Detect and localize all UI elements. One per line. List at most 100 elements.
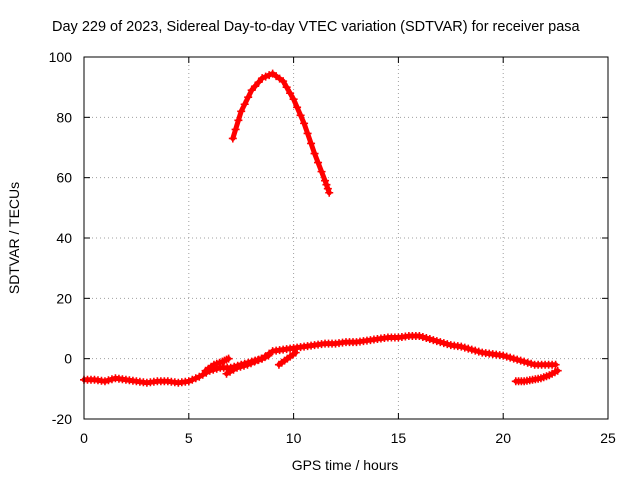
data-point bbox=[243, 360, 252, 369]
data-point bbox=[286, 89, 295, 98]
y-tick-label: -20 bbox=[52, 411, 72, 427]
chart-title: Day 229 of 2023, Sidereal Day-to-day VTE… bbox=[52, 19, 581, 35]
data-point bbox=[474, 347, 483, 356]
y-tick-label: 60 bbox=[56, 170, 72, 186]
y-tick-label: 40 bbox=[56, 230, 72, 246]
data-point bbox=[291, 348, 300, 357]
data-point bbox=[296, 111, 305, 120]
data-point bbox=[260, 353, 269, 362]
data-point bbox=[422, 334, 431, 343]
series-line bbox=[81, 333, 559, 386]
data-point bbox=[258, 74, 267, 83]
data-point bbox=[321, 176, 330, 185]
x-tick-label: 10 bbox=[286, 430, 302, 446]
data-point bbox=[257, 354, 266, 363]
data-point bbox=[244, 93, 253, 102]
data-point bbox=[527, 359, 536, 368]
data-point bbox=[184, 377, 193, 386]
data-point bbox=[460, 343, 469, 352]
series-segment-c bbox=[274, 348, 300, 369]
data-point bbox=[520, 357, 529, 366]
data-point bbox=[443, 340, 452, 349]
data-point bbox=[317, 167, 326, 176]
data-point bbox=[551, 360, 560, 369]
data-point bbox=[237, 107, 246, 116]
data-point bbox=[439, 339, 448, 348]
y-tick-label: 80 bbox=[56, 109, 72, 125]
data-point bbox=[234, 116, 243, 125]
data-point bbox=[251, 82, 260, 91]
data-point bbox=[425, 335, 434, 344]
data-point bbox=[432, 337, 441, 346]
data-point bbox=[502, 352, 511, 361]
data-point bbox=[253, 356, 262, 365]
data-point bbox=[239, 361, 248, 370]
data-point bbox=[236, 362, 245, 371]
data-point bbox=[289, 95, 298, 104]
data-point bbox=[307, 139, 316, 148]
data-point bbox=[325, 188, 334, 197]
grid-lines bbox=[84, 57, 608, 419]
data-point bbox=[300, 119, 309, 128]
data-point bbox=[499, 351, 508, 360]
series-main-band bbox=[80, 332, 560, 387]
axis-ticks: 0 5 10 15 20 25 -20 0 20 40 60 80 100 bbox=[49, 49, 616, 446]
x-tick-label: 15 bbox=[391, 430, 407, 446]
x-tick-label: 0 bbox=[80, 430, 88, 446]
data-point bbox=[233, 363, 242, 372]
data-point bbox=[107, 375, 116, 384]
y-tick-label: 100 bbox=[49, 49, 73, 65]
data-point bbox=[191, 374, 200, 383]
data-point bbox=[279, 77, 288, 86]
data-point bbox=[231, 125, 240, 134]
data-point bbox=[303, 129, 312, 138]
data-point bbox=[457, 342, 466, 351]
data-point bbox=[471, 346, 480, 355]
data-point bbox=[254, 78, 263, 87]
data-point bbox=[264, 351, 273, 360]
series-segment-a bbox=[201, 354, 233, 375]
y-tick-label: 0 bbox=[64, 351, 72, 367]
x-tick-label: 25 bbox=[600, 430, 616, 446]
data-point bbox=[436, 338, 445, 347]
data-point bbox=[224, 354, 233, 363]
data-point bbox=[104, 376, 113, 385]
y-axis-label: SDTVAR / TECUs bbox=[6, 182, 22, 294]
data-point bbox=[415, 332, 424, 341]
data-point bbox=[464, 344, 473, 353]
data-point bbox=[240, 100, 249, 109]
data-point bbox=[523, 358, 532, 367]
series-line bbox=[230, 71, 332, 196]
data-point bbox=[429, 336, 438, 345]
data-point bbox=[228, 134, 237, 143]
data-point bbox=[314, 158, 323, 167]
data-point bbox=[261, 72, 270, 81]
data-point bbox=[322, 180, 331, 189]
series-arc-high bbox=[228, 69, 334, 197]
data-point bbox=[418, 333, 427, 342]
data-point bbox=[246, 359, 255, 368]
data-point bbox=[310, 149, 319, 158]
data-point bbox=[467, 345, 476, 354]
x-tick-label: 20 bbox=[495, 430, 511, 446]
series-tail-end bbox=[511, 366, 562, 386]
data-point bbox=[509, 354, 518, 363]
y-tick-label: 20 bbox=[56, 290, 72, 306]
data-point bbox=[282, 83, 291, 92]
data-point bbox=[265, 71, 274, 80]
data-point bbox=[516, 356, 525, 365]
data-point bbox=[506, 353, 515, 362]
x-axis-label: GPS time / hours bbox=[292, 457, 399, 473]
data-point bbox=[293, 103, 302, 112]
x-tick-label: 5 bbox=[185, 430, 193, 446]
data-series bbox=[80, 69, 562, 387]
data-point bbox=[247, 86, 256, 95]
data-point bbox=[250, 357, 259, 366]
data-point bbox=[513, 355, 522, 364]
series-segment-b bbox=[222, 351, 273, 378]
data-point bbox=[188, 375, 197, 384]
data-point bbox=[100, 377, 109, 386]
data-point bbox=[323, 184, 332, 193]
data-point bbox=[553, 366, 562, 375]
